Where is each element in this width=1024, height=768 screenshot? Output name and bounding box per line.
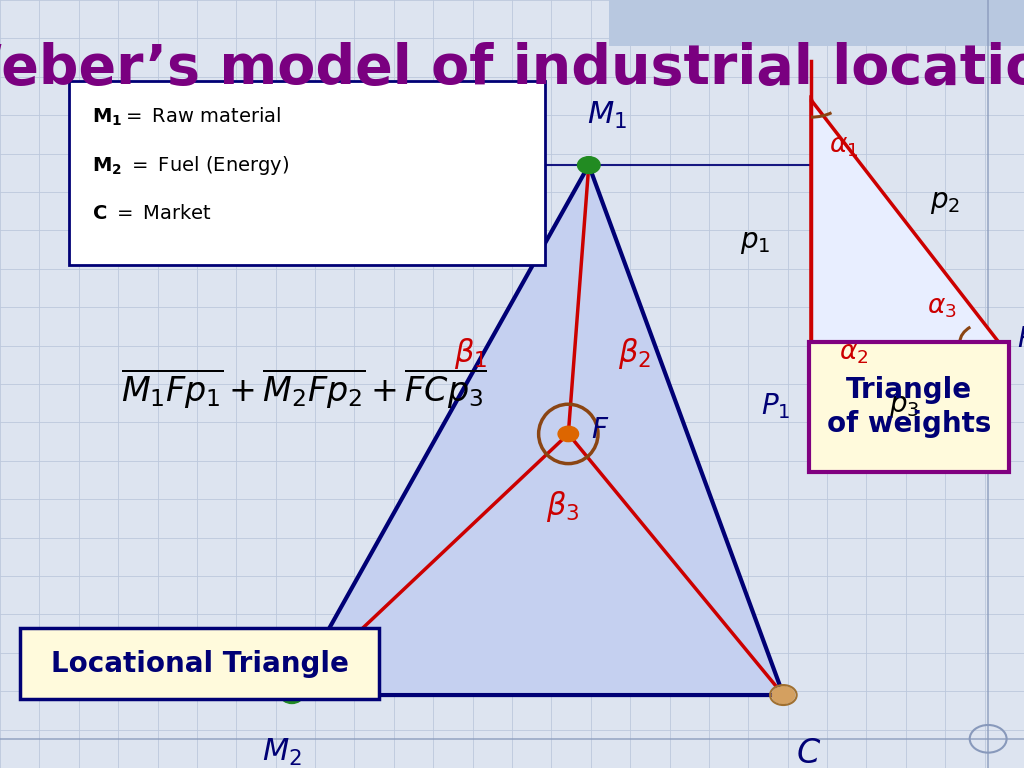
FancyBboxPatch shape — [20, 628, 379, 699]
Text: $p_1$: $p_1$ — [739, 228, 770, 256]
Text: $\beta_2$: $\beta_2$ — [618, 336, 651, 371]
Text: Locational Triangle: Locational Triangle — [51, 650, 348, 677]
Circle shape — [578, 157, 600, 174]
Text: $\beta_1$: $\beta_1$ — [455, 336, 487, 371]
Text: $\overline{M_1Fp_1}+\overline{M_2Fp_2}+\overline{FCp_3}$: $\overline{M_1Fp_1}+\overline{M_2Fp_2}+\… — [121, 366, 485, 410]
FancyBboxPatch shape — [69, 81, 545, 265]
Text: $\alpha_2$: $\alpha_2$ — [840, 340, 868, 366]
Text: $\alpha_1$: $\alpha_1$ — [829, 133, 858, 159]
Circle shape — [772, 687, 795, 703]
Text: $F$: $F$ — [591, 416, 609, 444]
Text: $\alpha_3$: $\alpha_3$ — [928, 294, 956, 320]
Polygon shape — [811, 100, 998, 384]
Polygon shape — [292, 165, 783, 695]
Text: $p_3$: $p_3$ — [890, 392, 920, 420]
FancyBboxPatch shape — [609, 0, 1024, 46]
Text: Triangle
of weights: Triangle of weights — [826, 376, 991, 439]
Text: $P_1$: $P_1$ — [761, 392, 791, 422]
Circle shape — [281, 687, 303, 703]
Text: $\mathbf{M_1}$$=$ Raw material: $\mathbf{M_1}$$=$ Raw material — [92, 105, 282, 128]
Text: $C$: $C$ — [797, 737, 821, 768]
FancyBboxPatch shape — [809, 342, 1009, 472]
Text: $\mathbf{C}$ $=$ Market: $\mathbf{C}$ $=$ Market — [92, 204, 212, 223]
Text: $P_3$: $P_3$ — [1017, 325, 1024, 354]
Text: $M_1$: $M_1$ — [587, 100, 628, 131]
Text: $p_2$: $p_2$ — [930, 187, 961, 216]
Text: $M_2$: $M_2$ — [262, 737, 301, 768]
Text: $\mathbf{M_2}$ $=$ Fuel (Energy): $\mathbf{M_2}$ $=$ Fuel (Energy) — [92, 154, 290, 177]
Text: Weber’s model of industrial location: Weber’s model of industrial location — [0, 42, 1024, 96]
Circle shape — [558, 426, 579, 442]
Text: $\beta_3$: $\beta_3$ — [547, 489, 580, 525]
